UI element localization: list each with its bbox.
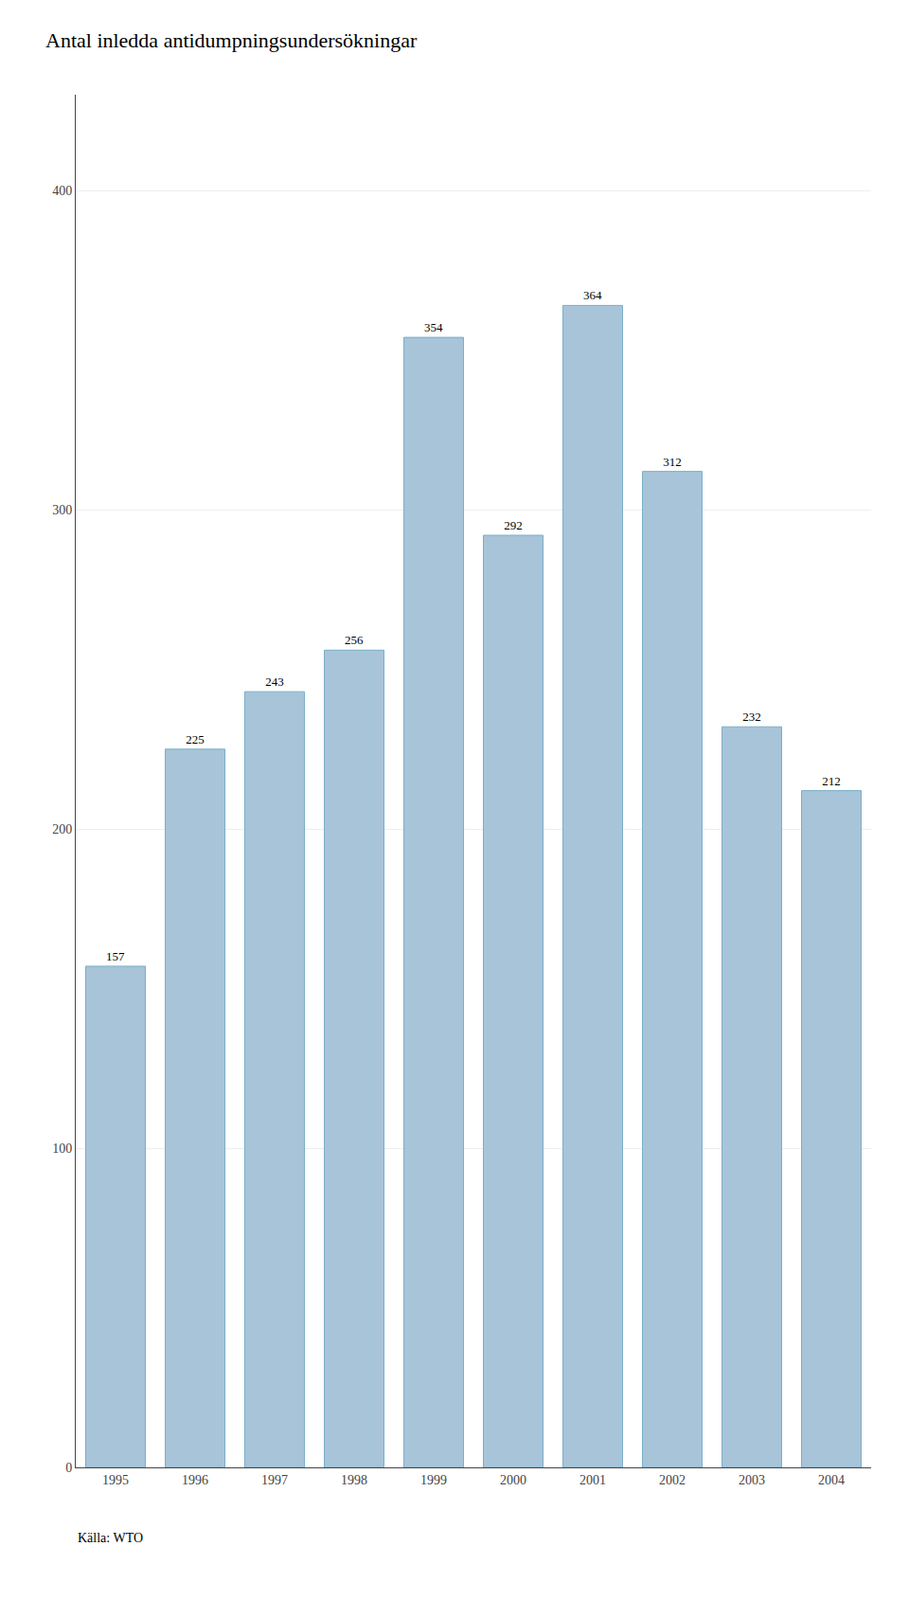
svg-text:212: 212: [821, 773, 841, 788]
svg-text:157: 157: [106, 948, 125, 963]
svg-text:292: 292: [503, 517, 523, 533]
svg-text:312: 312: [662, 454, 682, 469]
svg-text:243: 243: [265, 674, 285, 689]
svg-text:200: 200: [52, 821, 72, 837]
svg-text:364: 364: [583, 287, 603, 303]
svg-text:2004: 2004: [818, 1472, 845, 1487]
svg-text:1997: 1997: [261, 1472, 288, 1487]
svg-text:2002: 2002: [659, 1472, 686, 1487]
svg-text:225: 225: [185, 731, 205, 747]
svg-text:232: 232: [742, 709, 762, 724]
svg-text:1996: 1996: [181, 1472, 209, 1487]
svg-text:1999: 1999: [420, 1472, 447, 1487]
svg-text:Antal inledda antidumpningsund: Antal inledda antidumpningsundersökninga…: [45, 28, 418, 53]
svg-text:2000: 2000: [499, 1472, 527, 1487]
svg-text:0: 0: [65, 1460, 72, 1475]
svg-text:2001: 2001: [579, 1472, 606, 1487]
svg-text:256: 256: [344, 632, 364, 647]
svg-text:2003: 2003: [738, 1472, 766, 1487]
svg-text:400: 400: [52, 183, 72, 198]
svg-text:100: 100: [52, 1140, 72, 1156]
svg-text:1995: 1995: [102, 1472, 129, 1487]
svg-text:Källa: WTO: Källa: WTO: [77, 1530, 143, 1545]
svg-text:354: 354: [424, 320, 444, 335]
svg-text:300: 300: [52, 502, 72, 517]
svg-text:1998: 1998: [340, 1472, 368, 1487]
